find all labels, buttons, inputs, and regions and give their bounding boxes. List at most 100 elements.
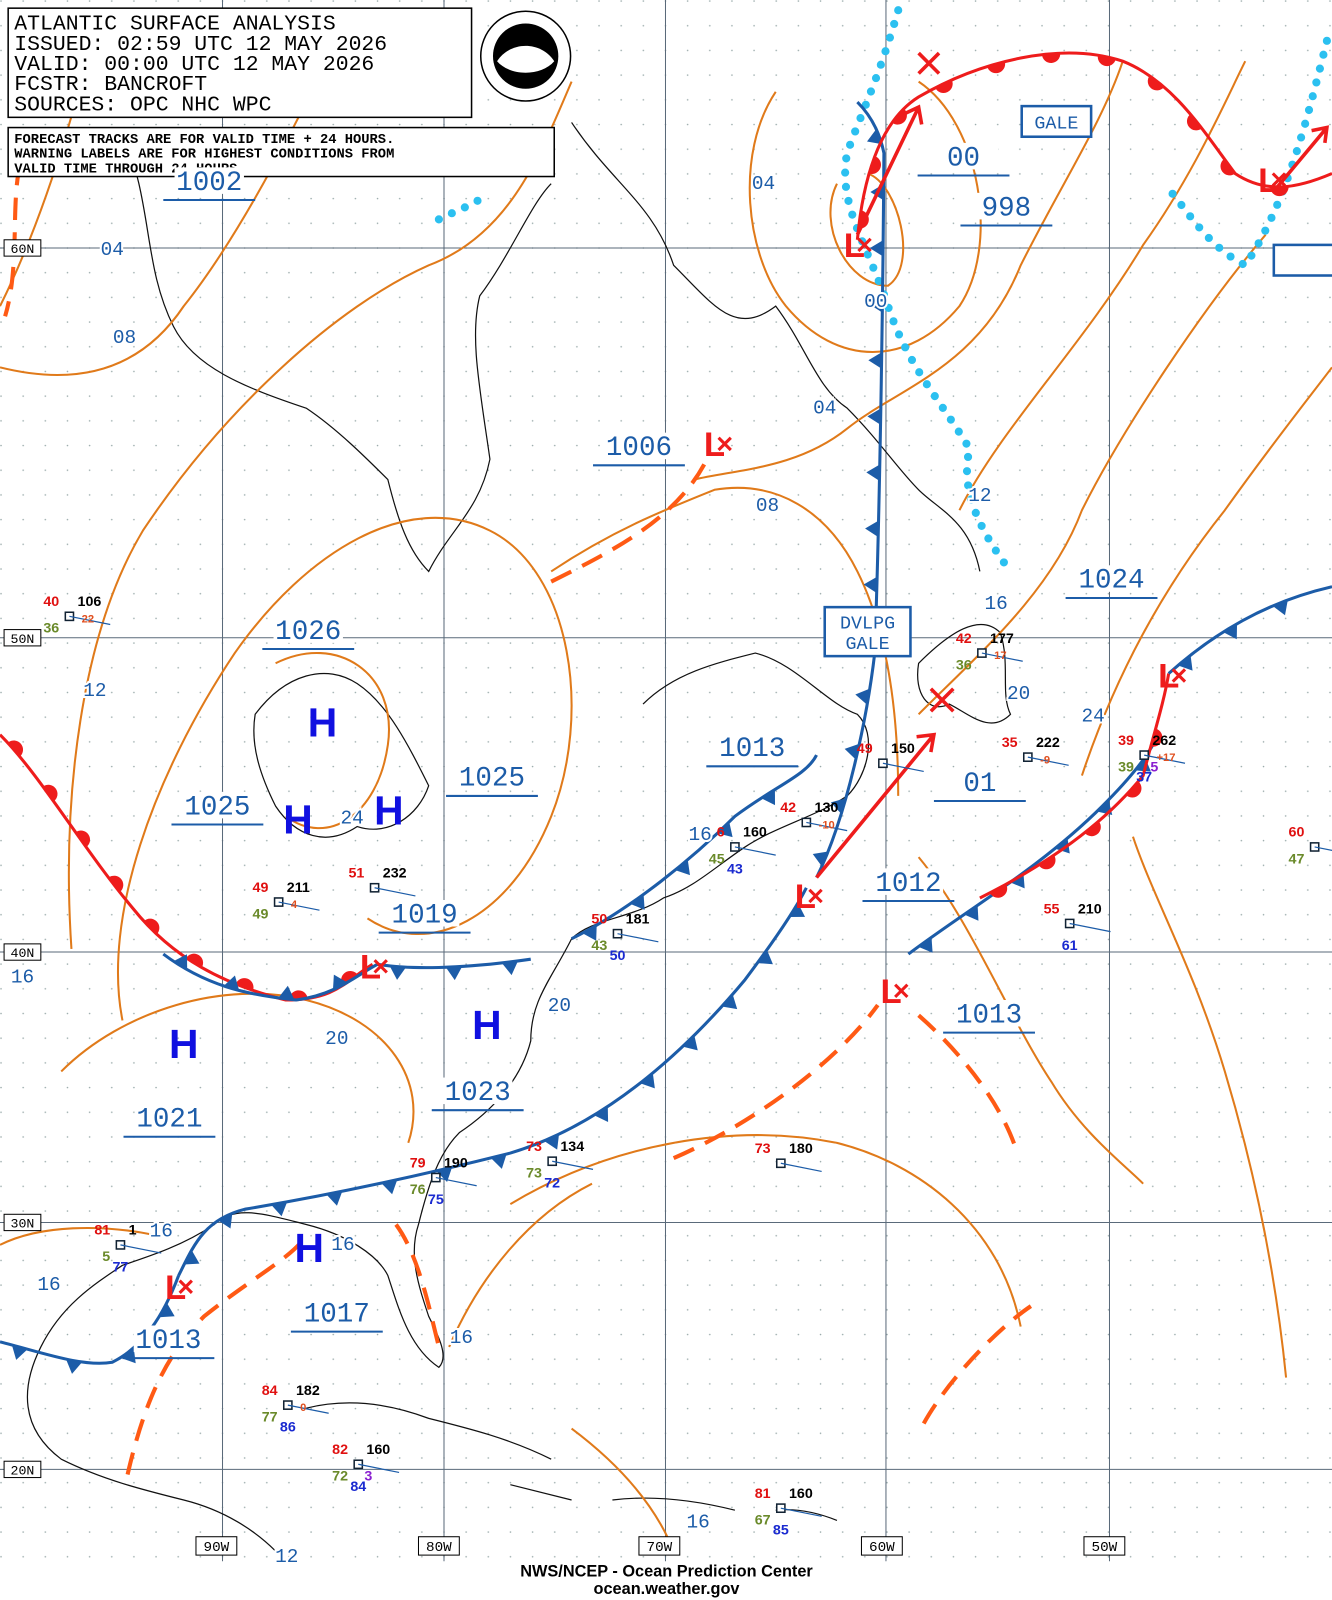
station-temp: 81 xyxy=(755,1486,771,1502)
low-center: L xyxy=(844,227,865,265)
wind-barb xyxy=(120,1244,162,1254)
station-dew: 72 xyxy=(332,1469,348,1485)
front-symbol xyxy=(121,1347,136,1364)
station-temp: 73 xyxy=(526,1139,542,1155)
station-other: 5 xyxy=(1150,759,1158,775)
isobar-label: 12 xyxy=(968,485,991,507)
pressure-label: 1002 xyxy=(176,168,242,199)
warning-label: GALE xyxy=(846,634,890,655)
wind-barb xyxy=(882,762,924,773)
coastlines xyxy=(26,122,1012,1552)
low-x xyxy=(178,1279,193,1294)
pressure-bg xyxy=(1076,565,1147,592)
station-temp: 79 xyxy=(410,1155,426,1171)
front-symbol xyxy=(75,830,91,848)
station-tend: 4 xyxy=(291,899,298,911)
cold-symbol xyxy=(159,1302,175,1318)
warm-symbol xyxy=(1097,54,1116,67)
pressure-bg xyxy=(928,142,999,170)
low-x xyxy=(1171,668,1187,683)
fronts xyxy=(0,51,1332,1374)
lon-label: 60W xyxy=(869,1540,895,1556)
cold-symbol xyxy=(682,1035,698,1051)
pressure-bg xyxy=(457,763,527,790)
pressure-label: 1025 xyxy=(459,764,525,795)
station-temp: 49 xyxy=(253,880,269,896)
isobar-label: 12 xyxy=(83,680,106,702)
pressure-bg xyxy=(133,1325,204,1353)
pressure-label: 1013 xyxy=(719,734,785,765)
station-pres: 150 xyxy=(891,741,915,757)
cold-symbol xyxy=(445,966,463,981)
pressure-label: 1017 xyxy=(304,1299,370,1330)
low-center: L xyxy=(165,1269,186,1307)
wind-barb xyxy=(1144,754,1186,764)
pressure-bg xyxy=(182,791,253,819)
front-symbol xyxy=(1220,158,1236,176)
station-pres: 106 xyxy=(78,594,102,610)
station-pres: 211 xyxy=(287,880,310,896)
station-pres: 182 xyxy=(296,1383,320,1399)
station-pres: 181 xyxy=(626,911,650,927)
warm-symbol xyxy=(987,61,1006,74)
front-symbol xyxy=(812,851,829,867)
front-symbol xyxy=(1150,728,1163,747)
warm-symbol xyxy=(868,156,881,174)
isobar-label: 24 xyxy=(1082,705,1105,727)
cold-symbol xyxy=(721,994,738,1010)
station-vis: 37 xyxy=(1136,770,1152,786)
noaa-logo xyxy=(479,10,572,102)
station-temp: 81 xyxy=(94,1223,110,1239)
pressure-label: 01 xyxy=(963,769,996,800)
warm-symbol xyxy=(1126,781,1142,798)
pressure-label: 1024 xyxy=(1078,566,1144,597)
isobar-label: 20 xyxy=(1007,683,1030,705)
wind-barb xyxy=(617,933,659,943)
station-dew: 49 xyxy=(253,906,269,922)
isobar-label: 16 xyxy=(689,824,712,846)
isobar-label: 24 xyxy=(341,807,364,829)
cold-symbol xyxy=(11,1344,28,1360)
warm-symbol xyxy=(935,79,953,93)
cold-symbol xyxy=(675,859,690,876)
station-vis: 50 xyxy=(610,948,626,964)
cold-symbol xyxy=(1177,655,1193,671)
front-symbol xyxy=(964,905,979,921)
pressure-label: 998 xyxy=(982,193,1032,224)
cold-symbol xyxy=(1055,838,1070,854)
front-symbol xyxy=(1222,623,1238,640)
low-x xyxy=(808,888,823,904)
cold-symbol xyxy=(501,960,519,976)
wind-barb xyxy=(69,615,111,626)
front-symbol xyxy=(1097,54,1116,67)
station-vis: 86 xyxy=(280,1420,296,1436)
lon-label-box xyxy=(1083,1536,1126,1556)
station-pres: 160 xyxy=(366,1442,390,1458)
front-symbol xyxy=(271,1201,288,1217)
station-tend: +17 xyxy=(1156,752,1175,764)
pressure-bg xyxy=(389,900,460,927)
cold-symbol xyxy=(863,576,878,594)
low-center: L xyxy=(1158,658,1179,696)
front-symbol xyxy=(11,1344,28,1360)
front-symbol xyxy=(1147,75,1165,91)
cold-symbol xyxy=(812,851,829,867)
low-center: L xyxy=(880,973,901,1011)
front xyxy=(377,957,531,970)
station-other: 3 xyxy=(364,1469,372,1485)
isobar-label: 16 xyxy=(11,967,34,989)
station-temp: 82 xyxy=(332,1442,348,1458)
lat-label: 40N xyxy=(11,946,35,961)
front-symbol xyxy=(987,61,1006,74)
front-symbol xyxy=(42,784,58,802)
cold-symbol xyxy=(1135,757,1151,772)
cold-symbol xyxy=(332,974,348,991)
lon-label-box xyxy=(417,1536,460,1556)
front-symbol xyxy=(867,129,883,145)
front-symbol xyxy=(183,1250,200,1265)
wind-barb xyxy=(1069,922,1111,933)
front-symbol xyxy=(544,1134,560,1150)
cold-symbol xyxy=(121,1347,136,1364)
warm-symbol xyxy=(235,978,254,991)
station-temp: 51 xyxy=(349,866,365,882)
